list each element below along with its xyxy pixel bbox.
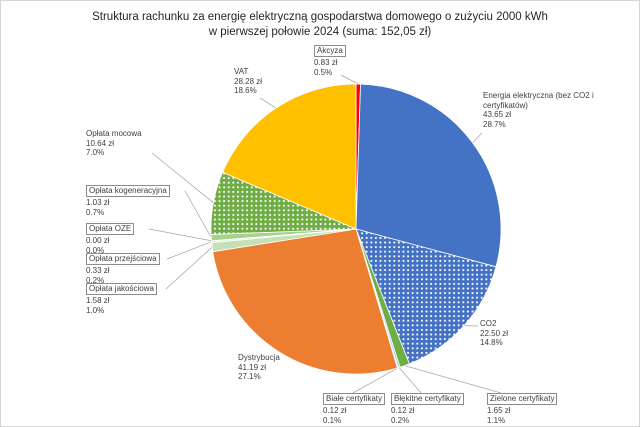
chart-title: Struktura rachunku za energię elektryczn… [1,10,639,40]
slice-label-amount: 41.19 zł [238,362,267,372]
slice-label-amount: 0.12 zł [391,406,415,415]
leader-line-vat [259,97,277,109]
slice-label-percent: 0.2% [391,415,410,425]
slice-label-biale-certyfikaty: Białe certyfikaty 0.12 zł 0.1% [323,393,386,425]
slice-label-name: Białe certyfikaty [323,393,386,405]
slice-label-name: Błękitne certyfikaty [391,393,464,405]
pie-slice-energia [355,83,502,268]
leader-line-oze [148,228,212,242]
slice-label-oplata-przejsciowa: Opłata przejściowa 0.33 zł 0.2% [86,253,160,285]
slice-label-oplata-oze: Opłata OZE 0.00 zł 0.0% [86,223,135,255]
slice-label-percent: 0.5% [314,67,333,77]
slice-label-percent: 0.0% [86,245,105,255]
pie-slice-vat [222,83,357,230]
slice-label-name: CO2 [480,319,497,328]
slice-label-amount: 1.03 zł [86,198,110,207]
leader-line-jakosciowa [165,246,213,290]
leader-line-zielone [404,365,502,394]
slice-label-amount: 43.65 zł [483,110,512,119]
slice-label-energia: Energia elektryczna (bez CO2 i certyfika… [483,91,635,129]
slice-label-oplata-kogeneracyjna: Opłata kogeneracyjna 1.03 zł 0.7% [86,185,170,217]
slice-label-name: Opłata kogeneracyjna [86,185,170,197]
slice-label-percent: 1.0% [86,305,105,315]
slice-label-name: Opłata przejściowa [86,253,160,265]
slice-label-name: Opłata OZE [86,223,135,235]
slice-label-percent: 1.1% [487,415,506,425]
leader-line-blekitne [398,367,422,394]
leader-line-energia [472,132,483,143]
slice-label-blekitne-certyfikaty: Błękitne certyfikaty 0.12 zł 0.2% [391,393,464,425]
slice-label-name: Energia elektryczna (bez CO2 i certyfika… [483,91,594,110]
slice-label-zielone-certyfikaty: Zielone certyfikaty 1.65 zł 1.1% [487,393,558,425]
slice-label-amount: 10.64 zł [86,138,115,148]
slice-label-oplata-jakosciowa: Opłata jakościowa 1.58 zł 1.0% [86,283,157,315]
slice-label-name: Opłata jakościowa [86,283,157,295]
slice-label-amount: 0.12 zł [323,406,347,415]
slice-label-name: Dystrybucja [238,353,280,362]
slice-label-percent: 0.7% [86,207,105,217]
slice-label-amount: 0.83 zł [314,58,338,67]
slice-label-amount: 0.00 zł [86,236,110,245]
slice-label-amount: 1.58 zł [86,296,110,305]
leader-line-akcyza [340,74,359,85]
slice-label-co2: CO2 22.50 zł 14.8% [480,319,508,348]
slice-label-name: Opłata mocowa [86,129,142,138]
pie-slice-dystrybucja [212,228,398,375]
slice-label-percent: 18.6% [234,86,257,95]
slice-label-akcyza: Akcyza 0.83 zł 0.5% [314,45,346,77]
slice-label-percent: 14.8% [480,338,503,347]
slice-label-oplata-mocowa: Opłata mocowa 10.64 zł 7.0% [86,129,142,158]
slice-label-name: Zielone certyfikaty [487,393,558,405]
slice-label-percent: 27.1% [238,372,261,381]
slice-label-amount: 1.65 zł [487,406,511,415]
leader-line-przejsciowa [166,241,212,260]
chart-title-line-1: Struktura rachunku za energię elektryczn… [92,11,548,23]
slice-label-name: Akcyza [314,45,346,57]
slice-label-amount: 0.33 zł [86,266,110,275]
slice-label-amount: 22.50 zł [480,328,509,338]
slice-label-percent: 28.7% [483,119,506,129]
leader-line-mocowa [151,152,214,203]
slice-label-vat: VAT 28.28 zł 18.6% [234,67,262,96]
leader-line-biale [352,367,398,394]
slice-label-amount: 28.28 zł [234,76,263,86]
leader-line-kogeneracyjna [184,190,212,238]
slice-label-percent: 7.0% [86,148,105,157]
pie-slice-co2 [355,228,497,365]
slice-label-name: VAT [234,67,249,76]
chart-title-line-2: w pierwszej połowie 2024 (suma: 152,05 z… [208,26,432,38]
slice-label-dystrybucja: Dystrybucja 41.19 zł 27.1% [238,353,280,382]
slice-label-percent: 0.2% [86,275,105,285]
slice-label-percent: 0.1% [323,415,342,425]
